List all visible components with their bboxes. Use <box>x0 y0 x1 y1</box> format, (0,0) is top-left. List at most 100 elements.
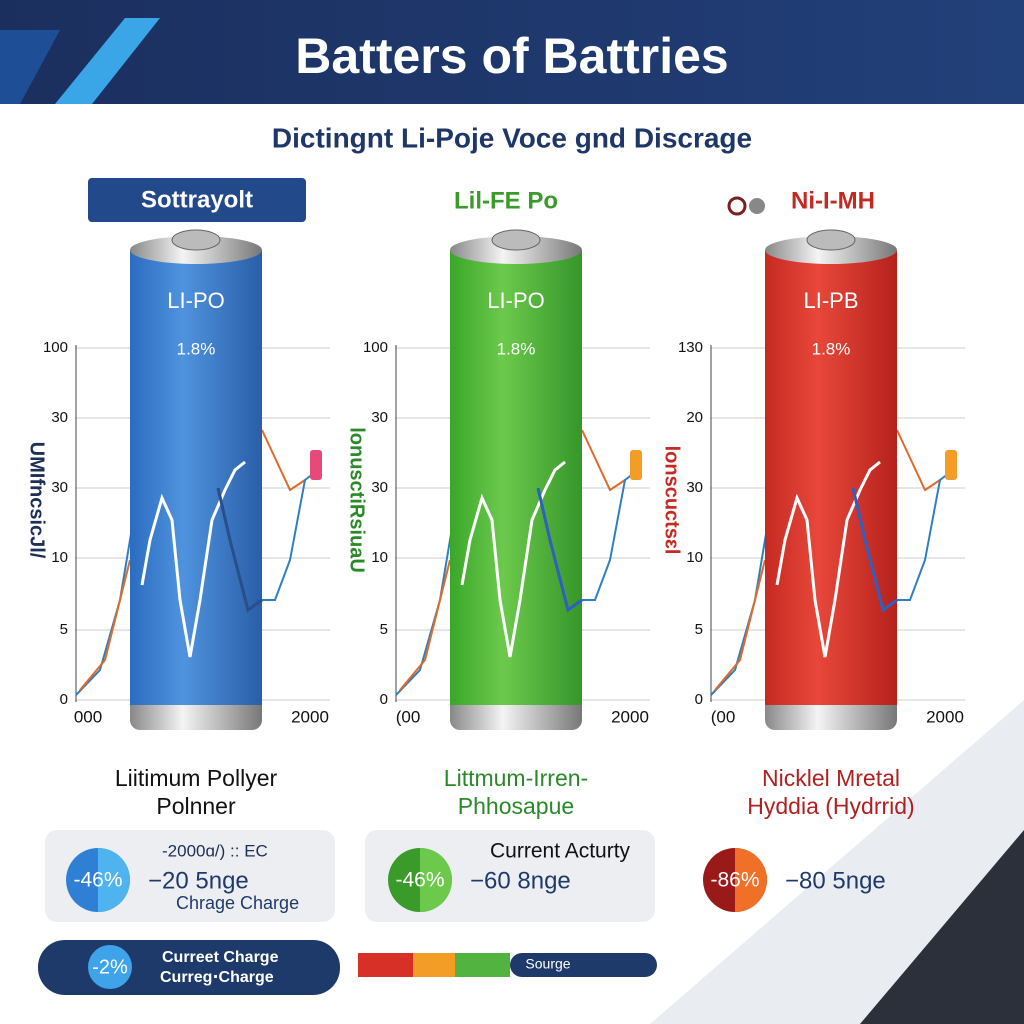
panel: Lil-FE Po 100 30 30 10 5 0 (00 2000 lonusctiRsiua… <box>346 187 655 922</box>
curve <box>79 559 131 691</box>
battery-body <box>130 250 262 705</box>
badge-text: -46% <box>73 869 122 892</box>
panel-label: Ni-I-MH <box>791 187 875 214</box>
footer-line: Curreg⋅Charge <box>160 969 274 986</box>
connector <box>945 450 957 480</box>
axis-label: lonusctiRsiuaU <box>346 427 368 573</box>
curve <box>775 460 881 658</box>
curve <box>140 460 246 658</box>
x-tick-label: 000 <box>74 707 102 726</box>
y-tick-label: 30 <box>686 479 703 496</box>
y-tick-label: 30 <box>51 409 68 426</box>
panel-label-bg <box>88 178 306 222</box>
y-tick-label: 10 <box>51 549 68 566</box>
decor-shape <box>860 830 1024 1024</box>
cell-label: LI-PO <box>487 288 544 313</box>
curve <box>262 469 319 601</box>
battery-name: Hyddia (Hydrrid) <box>747 793 914 819</box>
curve <box>581 429 626 492</box>
y-tick-label: 10 <box>686 549 703 566</box>
curve <box>897 469 954 601</box>
battery-name: Phhosapue <box>458 793 574 819</box>
y-tick-label: 5 <box>60 621 68 638</box>
card-stat: −80 5nge <box>785 867 886 894</box>
bar-segment <box>413 953 455 977</box>
y-tick-label: 0 <box>60 691 68 708</box>
badge-half <box>735 848 767 912</box>
battery-body <box>450 250 582 705</box>
connector <box>630 450 642 480</box>
axis-label: lonscuctsɛl <box>661 446 683 555</box>
panel: Ni-I-MH 130 20 30 10 5 0 (00 2000 lonscuctsɛl LI-P… <box>661 187 965 912</box>
cell-label: LI-PB <box>803 288 858 313</box>
header-stripe <box>55 18 160 104</box>
battery-cap <box>491 229 541 251</box>
header-stripe <box>0 30 60 104</box>
y-tick-label: 20 <box>686 409 703 426</box>
connector <box>310 450 322 480</box>
footer-line: Curreet Charge <box>162 949 279 966</box>
battery-name: Polnner <box>156 793 236 819</box>
card-note: -2000ɑ/) :: ΕC <box>162 841 268 860</box>
badge-half <box>98 848 130 912</box>
y-tick-label: 130 <box>678 339 703 356</box>
battery-body <box>765 250 897 705</box>
footer-badge-text: -2% <box>92 956 128 978</box>
y-tick-label: 0 <box>695 691 703 708</box>
x-tick-label: 2000 <box>291 707 329 726</box>
battery-name: Littmum-Irren- <box>444 765 588 791</box>
y-tick-label: 10 <box>371 549 388 566</box>
badge-text: -46% <box>395 869 444 892</box>
curve <box>216 487 263 613</box>
panel-label: Sottrayolt <box>141 186 253 213</box>
curve <box>460 460 566 658</box>
y-tick-label: 5 <box>380 621 388 638</box>
x-tick-label: 2000 <box>926 707 964 726</box>
y-tick-label: 100 <box>363 339 388 356</box>
battery-name: Nicklel Mretal <box>762 765 900 791</box>
curve <box>536 487 583 613</box>
cell-value: 1.8% <box>177 339 216 358</box>
curve <box>399 559 451 691</box>
cell-value: 1.8% <box>497 339 536 358</box>
y-tick-label: 0 <box>380 691 388 708</box>
bar-segment <box>358 953 413 977</box>
y-tick-label: 30 <box>51 479 68 496</box>
battery-cap <box>806 229 856 251</box>
card-sub: Chrage Charge <box>176 893 299 913</box>
card-stat: −60 8nge <box>470 867 571 894</box>
curve <box>896 429 941 492</box>
card-heading: Current Acturty <box>490 840 631 863</box>
curve <box>582 469 639 601</box>
title: Batters of Battries <box>295 28 728 84</box>
curve <box>261 429 306 492</box>
x-tick-label: (00 <box>711 707 736 726</box>
y-tick-label: 5 <box>695 621 703 638</box>
badge-text: -86% <box>710 869 759 892</box>
header-band <box>0 0 1024 104</box>
y-tick-label: 100 <box>43 339 68 356</box>
cell-value: 1.8% <box>812 339 851 358</box>
y-tick-label: 30 <box>371 409 388 426</box>
icon <box>749 198 765 214</box>
bar-segment <box>455 953 510 977</box>
curve <box>714 559 766 691</box>
x-tick-label: 2000 <box>611 707 649 726</box>
bar-segment <box>510 953 657 977</box>
icon <box>727 196 747 216</box>
card-stat: −20 5nge <box>148 867 249 894</box>
axis-label: UMIfncsicJl/ <box>26 442 48 559</box>
bar-label: Sourge <box>525 956 570 972</box>
battery-name: Liitimum Pollyer <box>115 765 278 791</box>
curve <box>851 487 898 613</box>
footer-badge <box>88 945 132 989</box>
panel-label: Lil-FE Po <box>454 187 558 214</box>
subtitle: Dictingnt Li-Poje Voce gnd Discrage <box>272 122 752 153</box>
badge-half <box>420 848 452 912</box>
x-tick-label: (00 <box>396 707 421 726</box>
y-tick-label: 30 <box>371 479 388 496</box>
battery-cap <box>171 229 221 251</box>
cell-label: LI-PO <box>167 288 224 313</box>
